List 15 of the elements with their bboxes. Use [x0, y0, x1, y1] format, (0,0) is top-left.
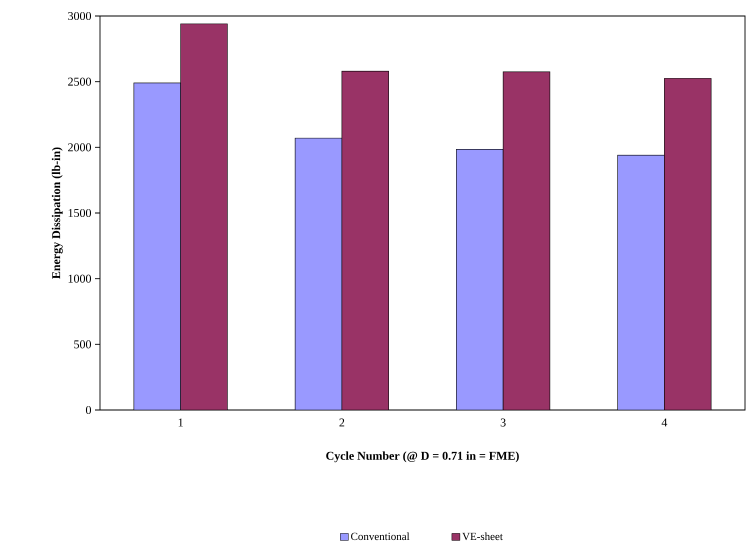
legend-label: VE-sheet	[462, 532, 503, 540]
y-tick-label: 2000	[68, 143, 92, 152]
y-tick-label: 1000	[68, 274, 92, 283]
y-tick-label: 500	[74, 340, 92, 348]
y-axis-title: Energy Dissipation (lb-in)	[52, 147, 63, 279]
x-tick-label: 2	[339, 418, 344, 426]
x-tick-label: 3	[500, 418, 506, 427]
x-axis-title: Cycle Number (@ D = 0.71 in = FME)	[326, 451, 519, 462]
y-tick-label: 3000	[68, 12, 92, 20]
x-tick-label: 1	[178, 418, 183, 426]
y-tick-label: 0	[86, 406, 92, 414]
y-tick-label: 2500	[68, 78, 92, 86]
y-tick-label: 1500	[68, 208, 92, 218]
legend-label: Conventional	[351, 532, 410, 540]
x-tick-label: 4	[662, 418, 668, 426]
